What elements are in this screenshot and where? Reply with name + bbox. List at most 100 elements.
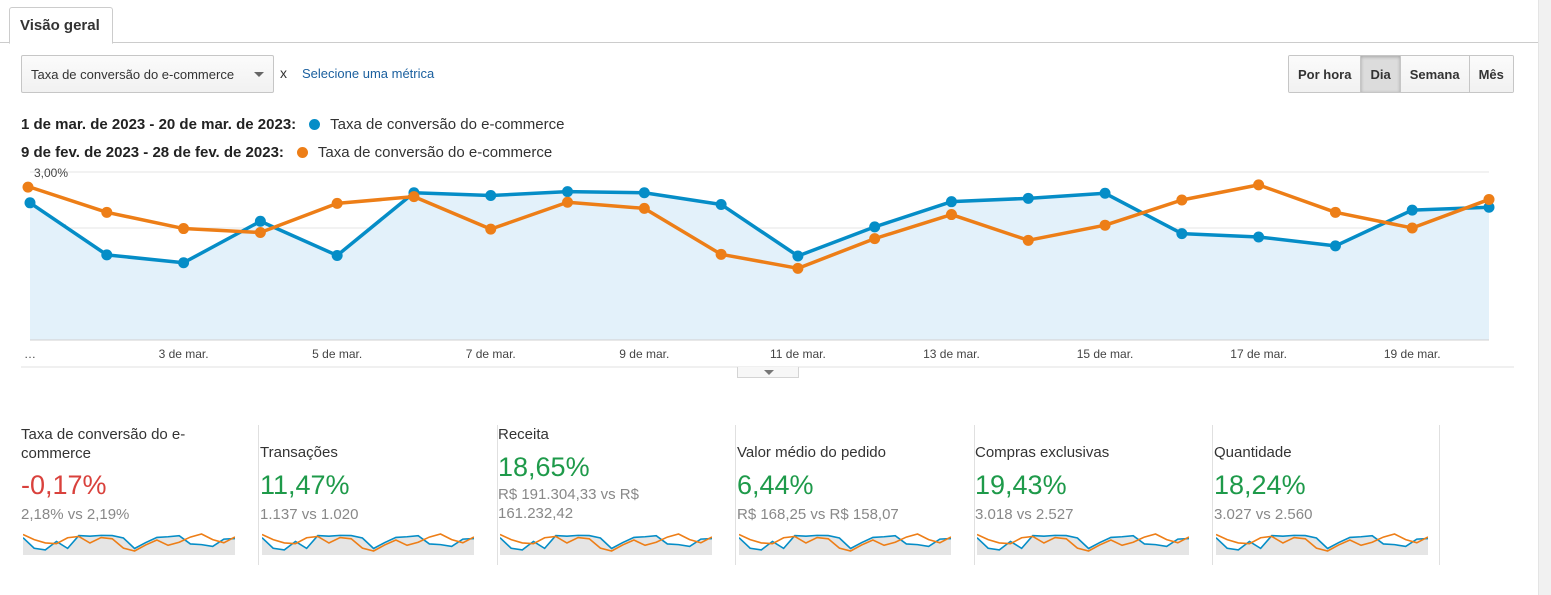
data-point-previous	[408, 191, 420, 203]
scorecard-value: 11,47%	[260, 470, 350, 500]
x-tick-label: …	[24, 347, 36, 361]
legend-previous: 9 de fev. de 2023 - 28 de fev. de 2023: …	[21, 142, 552, 162]
scorecard-transactions[interactable]: Transações 11,47% 1.137 vs 1.020	[260, 425, 498, 565]
sparkline-previous	[500, 533, 712, 552]
data-point-current	[1099, 187, 1111, 199]
data-point-previous	[715, 248, 727, 260]
data-point-current	[1483, 201, 1495, 213]
data-point-previous	[254, 226, 266, 238]
sparkline-previous	[1216, 533, 1428, 552]
sparkline-previous	[23, 533, 235, 552]
metric-select[interactable]: Taxa de conversão do e-commerce	[21, 55, 274, 93]
x-tick-label: 5 de mar.	[312, 347, 362, 361]
data-point-previous	[1483, 193, 1495, 205]
sparkline	[1216, 533, 1428, 555]
x-tick-label: 11 de mar.	[770, 347, 826, 361]
period-week-button[interactable]: Semana	[1400, 56, 1470, 92]
sparkline	[500, 533, 712, 555]
scorecard-label: Taxa de conversão do e-commerce	[21, 426, 186, 462]
remove-metric-button[interactable]: x	[280, 65, 287, 81]
legend-current-dot	[309, 118, 321, 130]
scorecard-ecommerce-conversion[interactable]: Taxa de conversão do e-commerce -0,17% 2…	[21, 425, 259, 565]
legend-previous-dot	[296, 146, 308, 158]
scorecard-compare: 2,18% vs 2,19%	[21, 506, 130, 523]
period-day-button[interactable]: Dia	[1361, 56, 1401, 92]
data-point-previous	[101, 206, 113, 218]
scorecard-compare: R$ 168,25 vs R$ 158,07	[737, 506, 899, 523]
scorecard-compare: 1.137 vs 1.020	[260, 506, 359, 523]
scorecard-avg-order-value[interactable]: Valor médio do pedido 6,44% R$ 168,25 vs…	[737, 425, 975, 565]
scorecard-value: 19,43%	[975, 470, 1067, 500]
legend-current-series: Taxa de conversão do e-commerce	[330, 115, 565, 133]
scorecard-value: -0,17%	[21, 470, 107, 500]
scorecard-label: Quantidade	[1214, 444, 1292, 461]
y-tick-label: 3,00%	[34, 168, 68, 180]
legend-previous-range: 9 de fev. de 2023 - 28 de fev. de 2023:	[21, 143, 284, 161]
chevron-down-icon	[254, 72, 264, 77]
series-line-previous	[29, 183, 1490, 271]
x-tick-label: 3 de mar.	[159, 347, 209, 361]
scorecard-quantity[interactable]: Quantidade 18,24% 3.027 vs 2.560	[1214, 425, 1440, 565]
data-point-current	[1022, 192, 1034, 204]
data-point-previous	[945, 209, 957, 221]
data-point-current	[178, 257, 190, 269]
scorecard-label: Transações	[260, 444, 338, 461]
scorecard-unique-purchases[interactable]: Compras exclusivas 19,43% 3.018 vs 2.527	[975, 425, 1213, 565]
x-tick-label: 9 de mar.	[619, 347, 669, 361]
data-point-current	[1406, 204, 1418, 216]
scorecard-compare: 3.018 vs 2.527	[975, 506, 1074, 523]
data-point-current	[24, 197, 36, 209]
data-point-previous	[1253, 179, 1265, 191]
data-point-previous	[331, 197, 343, 209]
x-tick-label: 17 de mar.	[1230, 347, 1287, 361]
scrollbar[interactable]	[1538, 0, 1551, 595]
sparkline-previous	[739, 533, 951, 552]
legend-current-range: 1 de mar. de 2023 - 20 de mar. de 2023:	[21, 115, 297, 133]
period-hour-button[interactable]: Por hora	[1289, 56, 1362, 92]
data-point-current	[101, 249, 113, 261]
data-point-current	[945, 196, 957, 208]
data-point-previous	[869, 233, 881, 245]
sparkline	[977, 533, 1189, 555]
scorecard-value: 18,65%	[498, 452, 590, 482]
data-point-previous	[1329, 206, 1341, 218]
data-point-current	[1176, 228, 1188, 240]
x-tick-label: 15 de mar.	[1077, 347, 1134, 361]
data-point-previous	[792, 262, 804, 274]
scorecard-value: 18,24%	[1214, 470, 1306, 500]
data-point-current	[254, 215, 266, 227]
scorecard-compare: 3.027 vs 2.560	[1214, 506, 1313, 523]
scorecard-label: Receita	[498, 426, 549, 443]
data-point-previous	[1022, 234, 1034, 246]
data-point-previous	[1406, 222, 1418, 234]
select-metric-link[interactable]: Selecione uma métrica	[302, 66, 435, 81]
sparkline	[262, 533, 474, 555]
sparkline	[739, 533, 951, 555]
data-point-current	[485, 190, 497, 202]
scorecard-revenue[interactable]: Receita 18,65% R$ 191.304,33 vs R$ 161.2…	[498, 425, 736, 565]
data-point-current	[331, 249, 343, 261]
data-point-current	[715, 198, 727, 210]
data-point-current	[1329, 240, 1341, 252]
period-month-button[interactable]: Mês	[1469, 56, 1513, 92]
chevron-down-icon	[764, 370, 774, 375]
data-point-previous	[1176, 194, 1188, 206]
data-point-previous	[562, 196, 574, 208]
metric-select-value: Taxa de conversão do e-commerce	[31, 67, 235, 82]
series-area-current	[30, 191, 1489, 340]
scorecard-label: Compras exclusivas	[975, 444, 1110, 461]
legend-current: 1 de mar. de 2023 - 20 de mar. de 2023: …	[21, 114, 564, 134]
data-point-previous	[1099, 219, 1111, 231]
legend-previous-series: Taxa de conversão do e-commerce	[317, 143, 553, 161]
line-chart[interactable]: 1,00%2,00%3,00%…3 de mar.5 de mar.7 de m…	[0, 168, 1530, 368]
tab-overview[interactable]: Visão geral	[9, 7, 113, 44]
x-tick-label: 13 de mar.	[923, 347, 980, 361]
data-point-current	[638, 187, 650, 199]
data-point-previous	[485, 223, 497, 235]
data-point-current	[562, 186, 574, 198]
data-point-previous	[22, 181, 34, 193]
data-point-current	[792, 250, 804, 262]
chart-collapse-handle[interactable]	[737, 367, 799, 378]
sparkline-previous	[977, 533, 1189, 552]
data-point-previous	[638, 202, 650, 214]
